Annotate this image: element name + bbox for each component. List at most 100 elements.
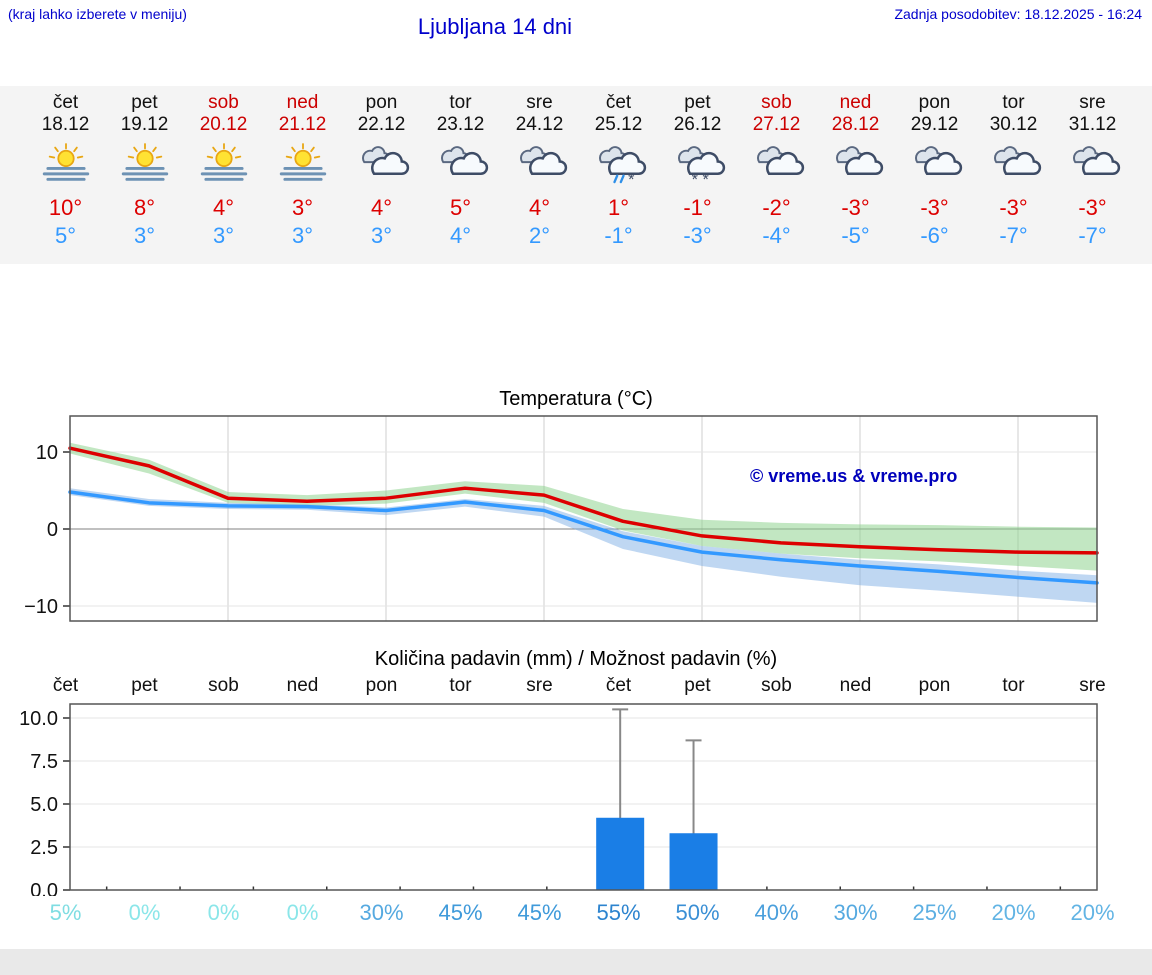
day-name-label: sre <box>526 92 553 113</box>
day-date-label: 29.12 <box>910 114 959 135</box>
day-date-label: 25.12 <box>594 114 643 135</box>
sun-fog-icon <box>26 141 105 189</box>
cloudy-icon <box>500 141 579 189</box>
forecast-day-column: čet 25.12 * 1° -1° <box>579 92 658 264</box>
precip-day-label: čet <box>605 675 632 696</box>
forecast-day-column: sre 24.12 4° 2° <box>500 92 579 264</box>
sun-fog-icon <box>121 143 168 181</box>
day-date-label: 18.12 <box>41 114 90 135</box>
forecast-day-column: tor 30.12 -3° -7° <box>974 92 1053 264</box>
precip-day-label: sre <box>1079 675 1106 696</box>
cloudy-icon <box>835 146 883 176</box>
tmax-label: -3° <box>1078 195 1107 220</box>
tmin-label: 3° <box>133 223 156 248</box>
tmin-label: -6° <box>920 223 949 248</box>
precip-bar <box>596 817 645 890</box>
cloudy-icon <box>993 146 1041 176</box>
precip-probability-label: 0% <box>128 900 161 925</box>
forecast-day-column: tor 23.12 5° 4° <box>421 92 500 264</box>
y-tick-label: 0 <box>47 519 58 541</box>
tmax-label: 10° <box>48 195 83 220</box>
precip-probability-row: 5% 0% 0% 0% 30% 45% 45% 55% 50% 40% 30% 25% 20% 20% <box>0 900 1152 926</box>
day-date-label: 31.12 <box>1068 114 1117 135</box>
precipitation-chart-svg: 0.0 2.5 5.0 7.5 10.0 <box>19 703 1098 896</box>
day-date-label: 30.12 <box>989 114 1038 135</box>
tmin-label: -7° <box>999 223 1028 248</box>
tmin-label: 3° <box>291 223 314 248</box>
tmin-label: -3° <box>683 223 712 248</box>
tmax-label: 1° <box>607 195 630 220</box>
tmin-label: 3° <box>370 223 393 248</box>
page-title: Ljubljana 14 dni <box>417 14 573 39</box>
forecast-day-column: čet 18.12 10° 5° <box>26 92 105 264</box>
forecast-day-column: ned 28.12 -3° -5° <box>816 92 895 264</box>
temp-max-line <box>68 446 1099 555</box>
day-date-label: 20.12 <box>199 114 248 135</box>
cloudy-icon <box>737 141 816 189</box>
day-name-label: sre <box>1079 92 1106 113</box>
tmin-label: 3° <box>212 223 235 248</box>
sun-fog-icon <box>279 143 326 181</box>
precip-day-label: sob <box>761 675 792 696</box>
forecast-day-column: pet 19.12 8° 3° <box>105 92 184 264</box>
y-tick-label: 7.5 <box>30 751 58 773</box>
temp-min-line <box>68 490 1099 585</box>
forecast-day-column: sre 31.12 -3° -7° <box>1053 92 1132 264</box>
cloudy-icon <box>914 146 962 176</box>
day-date-label: 23.12 <box>436 114 485 135</box>
precip-day-label: sob <box>208 675 239 696</box>
tmin-label: -5° <box>841 223 870 248</box>
precip-day-label: pet <box>131 675 158 696</box>
precip-probability-label: 5% <box>49 900 82 925</box>
forecast-day-column: sob 20.12 4° 3° <box>184 92 263 264</box>
tmax-label: -3° <box>920 195 949 220</box>
sun-fog-icon <box>105 141 184 189</box>
temp-min-range-band <box>70 488 1097 603</box>
y-tick-label: 5.0 <box>30 794 58 816</box>
plot-border <box>69 703 1098 891</box>
forecast-day-column: sob 27.12 -2° -4° <box>737 92 816 264</box>
tmax-label: -3° <box>999 195 1028 220</box>
tmin-label: 2° <box>528 223 551 248</box>
tmin-label: -1° <box>604 223 633 248</box>
temperature-chart-title: Temperatura (°C) <box>499 388 653 410</box>
precip-probability-label: 0% <box>207 900 240 925</box>
precip-probability-label: 20% <box>1070 900 1115 925</box>
sun-fog-icon <box>263 141 342 189</box>
cloudy-icon <box>974 141 1053 189</box>
precip-probability-label: 45% <box>517 900 562 925</box>
cloudy-icon <box>756 146 804 176</box>
last-update: Zadnja posodobitev: 18.12.2025 - 16:24 <box>894 6 1142 22</box>
day-name-label: tor <box>1002 92 1025 113</box>
forecast-day-column: ned 21.12 3° 3° <box>263 92 342 264</box>
precip-day-label: ned <box>839 675 872 696</box>
precip-probability-label: 25% <box>912 900 957 925</box>
cloud-snow-icon: * * <box>677 146 725 189</box>
tmax-label: 5° <box>449 195 472 220</box>
location-menu-hint: (kraj lahko izberete v meniju) <box>8 6 187 22</box>
precip-day-label: ned <box>286 675 319 696</box>
y-tick-label: 0.0 <box>30 880 58 896</box>
cloud-sleet-icon: * <box>579 141 658 189</box>
precip-probability-label: 45% <box>438 900 483 925</box>
sun-fog-icon <box>42 143 89 181</box>
day-name-label: pon <box>365 92 398 113</box>
cloudy-icon <box>421 141 500 189</box>
day-name-label: pet <box>131 92 158 113</box>
cloud-snow-icon: * * <box>658 141 737 189</box>
precip-day-label: pon <box>365 675 398 696</box>
day-name-label: ned <box>286 92 319 113</box>
day-name-label: pon <box>918 92 951 113</box>
precip-probability-label: 20% <box>991 900 1036 925</box>
cloudy-icon <box>895 141 974 189</box>
svg-text:* *: * * <box>691 171 709 185</box>
footer-bar <box>0 949 1152 975</box>
tmax-label: 8° <box>133 195 156 220</box>
day-date-label: 24.12 <box>515 114 564 135</box>
precip-probability-label: 0% <box>286 900 319 925</box>
precip-bar <box>669 833 718 890</box>
day-date-label: 26.12 <box>673 114 722 135</box>
cloud-sleet-icon: * <box>598 146 646 189</box>
day-name-label: pet <box>684 92 711 113</box>
day-name-label: tor <box>449 92 472 113</box>
